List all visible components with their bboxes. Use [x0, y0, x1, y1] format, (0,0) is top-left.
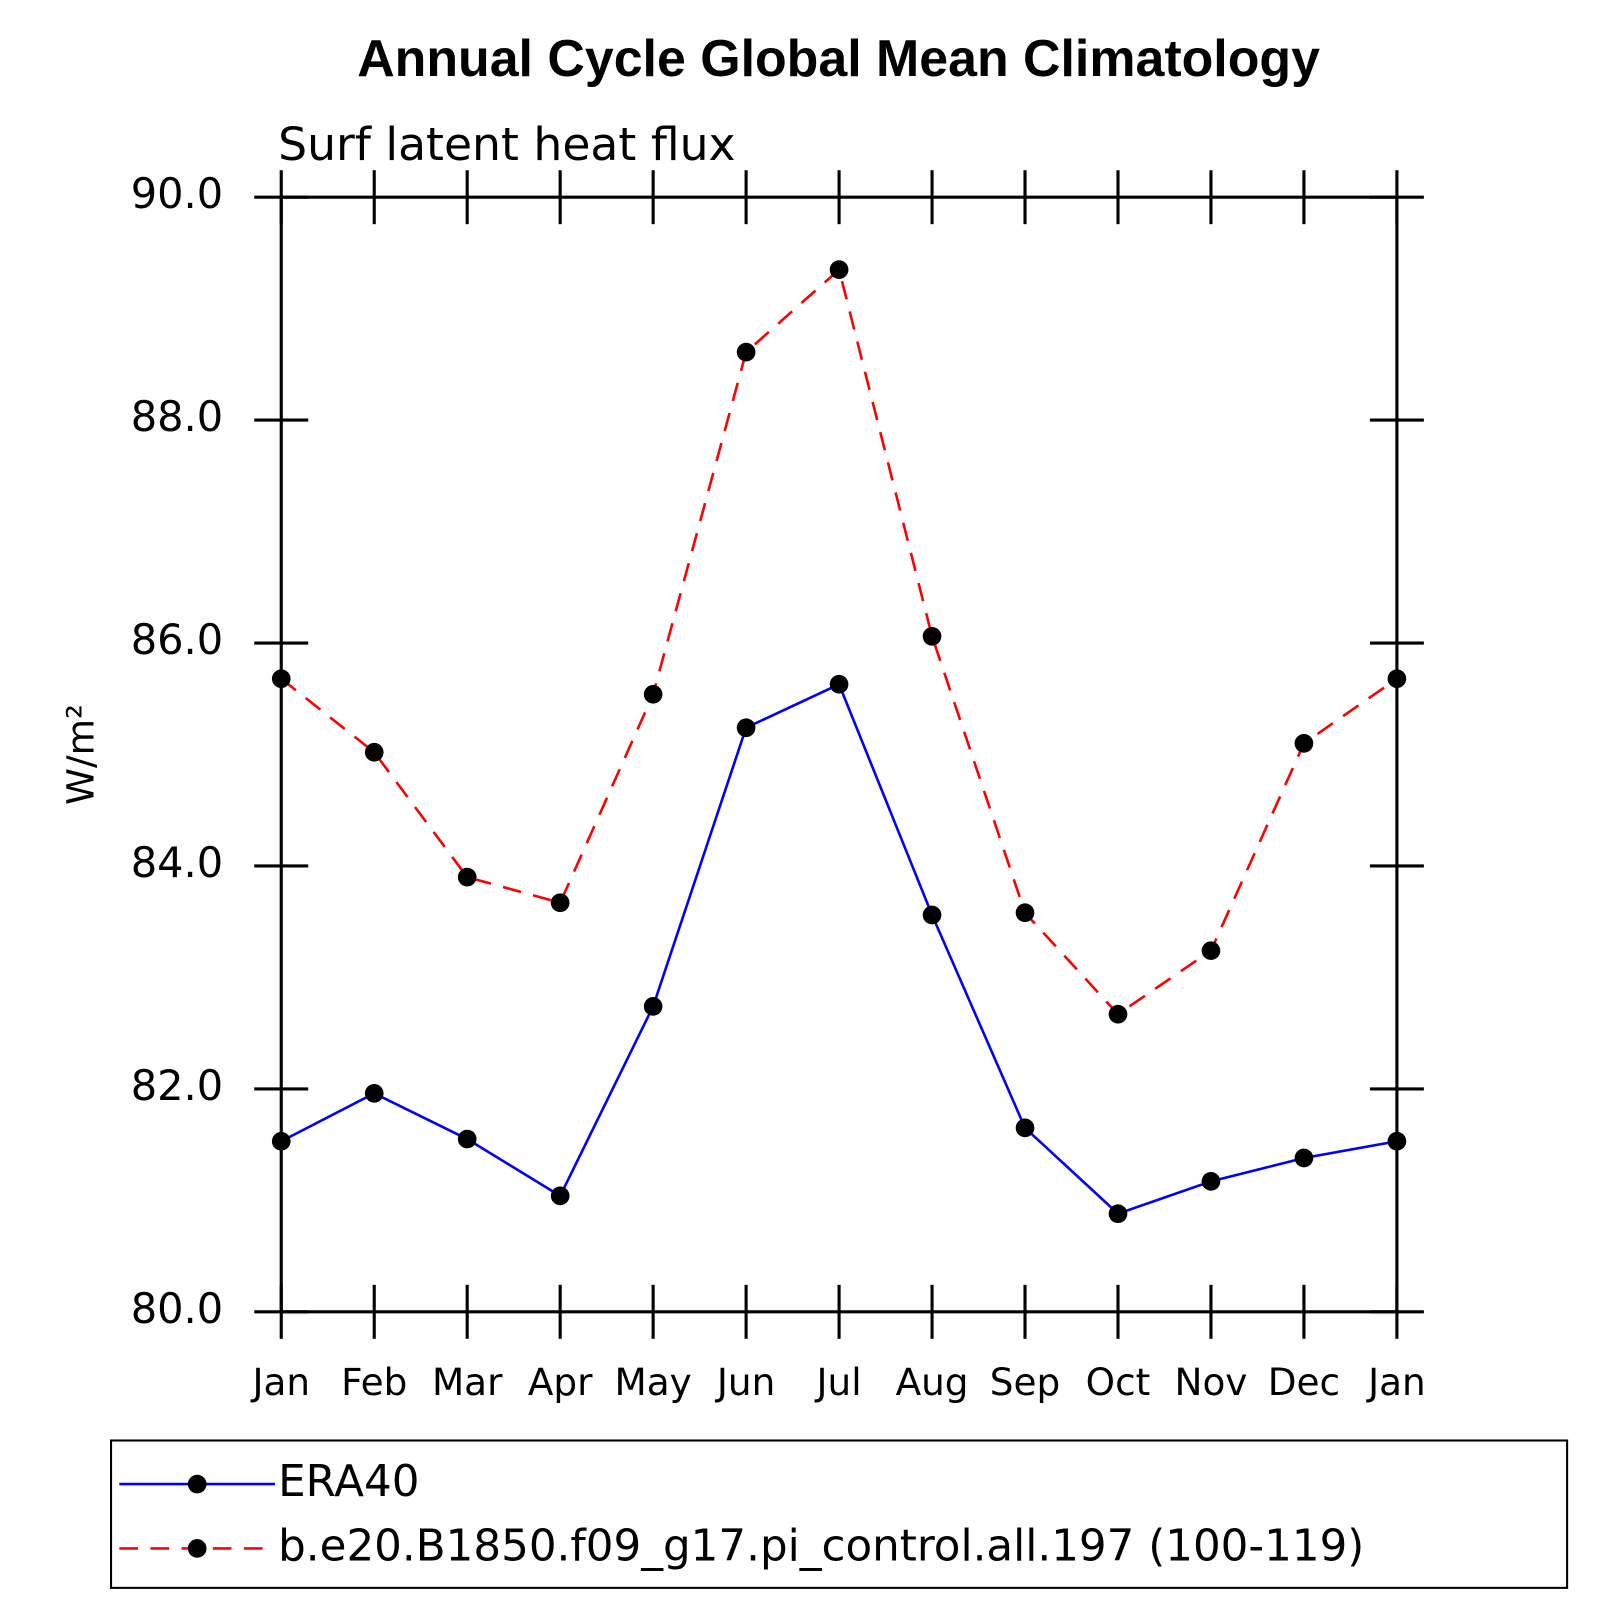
data-point [457, 867, 477, 887]
data-point [1387, 669, 1407, 689]
x-tick-label: Sep [990, 1360, 1060, 1404]
series-line [280, 267, 1398, 1016]
legend-label: ERA40 [278, 1457, 419, 1507]
data-point [736, 342, 756, 362]
data-point [1108, 1204, 1128, 1224]
data-point [829, 260, 849, 279]
y-tick-label: 88.0 [131, 392, 223, 441]
data-point [736, 718, 756, 738]
data-point [271, 669, 291, 689]
x-tick-label: Jan [1366, 1360, 1426, 1404]
x-tick-label: Oct [1086, 1360, 1151, 1404]
data-point [829, 674, 849, 694]
data-point [643, 684, 663, 704]
data-point [550, 1186, 570, 1206]
y-tick-label: 82.0 [131, 1061, 223, 1110]
data-point [1015, 903, 1035, 923]
y-axis-label: W/m² [59, 704, 103, 805]
data-point [364, 742, 384, 762]
y-tick-label: 84.0 [131, 838, 223, 887]
x-tick-label: Aug [896, 1360, 969, 1404]
data-point [550, 893, 570, 913]
chart-title: Annual Cycle Global Mean Climatology [357, 29, 1320, 87]
data-point [1108, 1004, 1128, 1024]
x-tick-label: Feb [341, 1360, 407, 1404]
legend-box [110, 1439, 1569, 1589]
x-tick-label: Jun [715, 1360, 775, 1404]
data-point [1294, 1148, 1314, 1168]
data-point [643, 997, 663, 1016]
x-tick-label: May [615, 1360, 692, 1404]
data-point [1201, 941, 1221, 961]
y-tick-label: 86.0 [131, 615, 223, 664]
legend-marker [187, 1474, 207, 1494]
data-point [271, 1131, 291, 1151]
data-point [1015, 1118, 1035, 1138]
legend-label: b.e20.B1850.f09_g17.pi_control.all.197 (… [278, 1521, 1364, 1571]
series-line [280, 682, 1398, 1216]
data-point [457, 1129, 477, 1149]
x-tick-label: Jul [815, 1360, 862, 1404]
x-tick-label: Apr [528, 1360, 593, 1404]
data-point [922, 627, 942, 646]
chart-subtitle: Surf latent heat flux [278, 118, 735, 171]
plot-frame [279, 195, 1399, 1314]
data-point [364, 1083, 384, 1103]
data-point [922, 905, 942, 925]
data-point [1201, 1172, 1221, 1191]
data-point [1387, 1131, 1407, 1151]
x-tick-label: Jan [250, 1360, 310, 1404]
data-point [1294, 734, 1314, 753]
legend-marker [187, 1539, 207, 1558]
x-tick-label: Nov [1175, 1360, 1248, 1404]
y-tick-label: 80.0 [131, 1284, 223, 1333]
y-tick-label: 90.0 [131, 169, 223, 218]
x-tick-label: Dec [1268, 1360, 1340, 1404]
x-tick-label: Mar [432, 1360, 503, 1404]
